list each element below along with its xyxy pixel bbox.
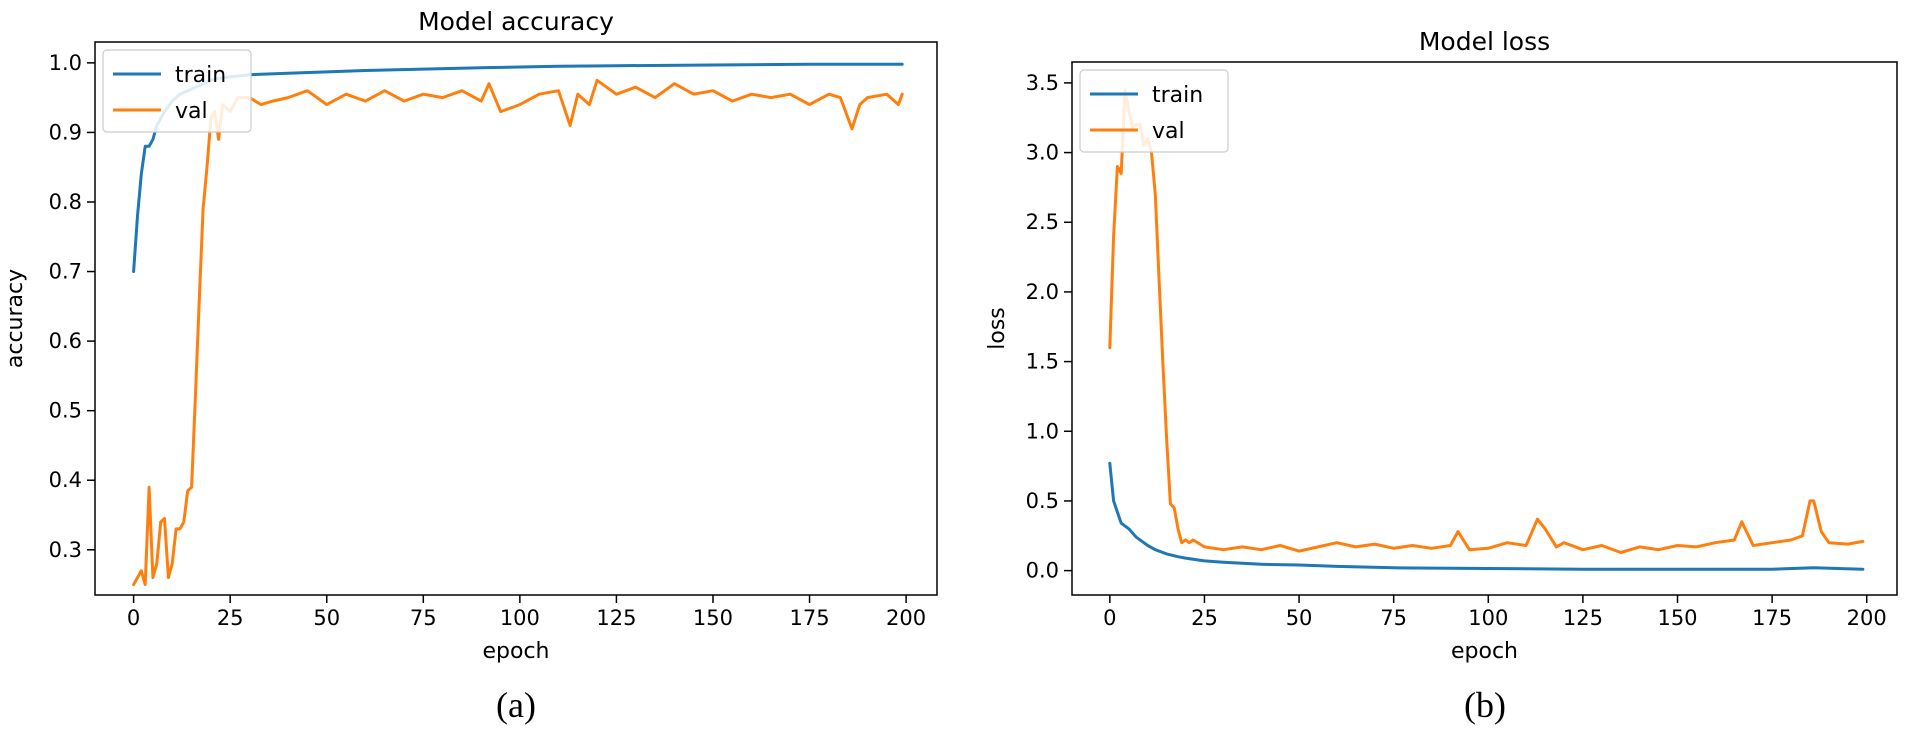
- y-tick-label: 0.0: [1026, 559, 1059, 583]
- x-tick-label: 50: [1286, 606, 1313, 630]
- x-tick-label: 175: [1752, 606, 1792, 630]
- y-tick-label: 1.0: [1026, 419, 1059, 443]
- x-tick-label: 75: [1380, 606, 1407, 630]
- y-tick-label: 2.5: [1026, 210, 1059, 234]
- figure-caption: (a): [496, 685, 536, 725]
- y-tick-label: 0.9: [49, 120, 82, 144]
- x-tick-label: 25: [1191, 606, 1218, 630]
- legend: train val: [1079, 69, 1229, 153]
- y-tick-label: 1.5: [1026, 350, 1059, 374]
- y-axis-label: accuracy: [3, 269, 28, 368]
- legend-label-train: train: [175, 63, 226, 88]
- y-axis-label: loss: [985, 307, 1010, 350]
- legend-label-val: val: [1152, 119, 1185, 144]
- y-tick-label: 3.0: [1026, 141, 1059, 165]
- y-tick-label: 0.5: [1026, 489, 1059, 513]
- x-tick-label: 200: [1847, 606, 1887, 630]
- plot-frame: [94, 41, 938, 596]
- x-tick-label: 125: [1563, 606, 1603, 630]
- plot-frame: [1071, 61, 1898, 596]
- series-line-val: [1108, 88, 1865, 554]
- y-tick-label: 2.0: [1026, 280, 1059, 304]
- figure-caption: (b): [1464, 685, 1506, 725]
- y-tick-label: 0.8: [49, 190, 82, 214]
- x-tick-label: 75: [410, 606, 437, 630]
- x-tick-label: 50: [313, 606, 340, 630]
- legend-label-val: val: [175, 99, 208, 124]
- y-tick-label: 0.7: [49, 260, 82, 284]
- y-tick-label: 0.3: [49, 538, 82, 562]
- y-tick-label: 3.5: [1026, 71, 1059, 95]
- x-tick-label: 100: [500, 606, 540, 630]
- x-tick-label: 0: [127, 606, 140, 630]
- y-tick-label: 0.4: [49, 468, 82, 492]
- chart-accuracy: Model accuracy 0 25 50 75 100 125 150 175 200 0.3 0…: [3, 7, 938, 725]
- y-tick-label: 0.6: [49, 329, 82, 353]
- series-line-train: [1108, 461, 1865, 571]
- chart-title: Model accuracy: [418, 7, 614, 36]
- y-tick-label: 0.5: [49, 399, 82, 423]
- x-axis-label: epoch: [483, 639, 550, 664]
- legend: train val: [102, 49, 252, 133]
- x-tick-label: 25: [217, 606, 244, 630]
- series-line-val: [132, 78, 904, 587]
- chart-title: Model loss: [1419, 27, 1550, 56]
- legend-label-train: train: [1152, 83, 1203, 108]
- x-tick-label: 200: [886, 606, 926, 630]
- x-axis-label: epoch: [1451, 639, 1518, 664]
- x-tick-label: 175: [789, 606, 829, 630]
- x-tick-label: 125: [596, 606, 636, 630]
- y-tick-label: 1.0: [49, 51, 82, 75]
- x-tick-label: 150: [1657, 606, 1697, 630]
- x-tick-label: 150: [693, 606, 733, 630]
- chart-loss: Model loss 0 25 50 75 100 125 150 175 200 0.0 0.5 1.…: [985, 27, 1898, 725]
- x-tick-label: 100: [1468, 606, 1508, 630]
- x-tick-label: 0: [1103, 606, 1116, 630]
